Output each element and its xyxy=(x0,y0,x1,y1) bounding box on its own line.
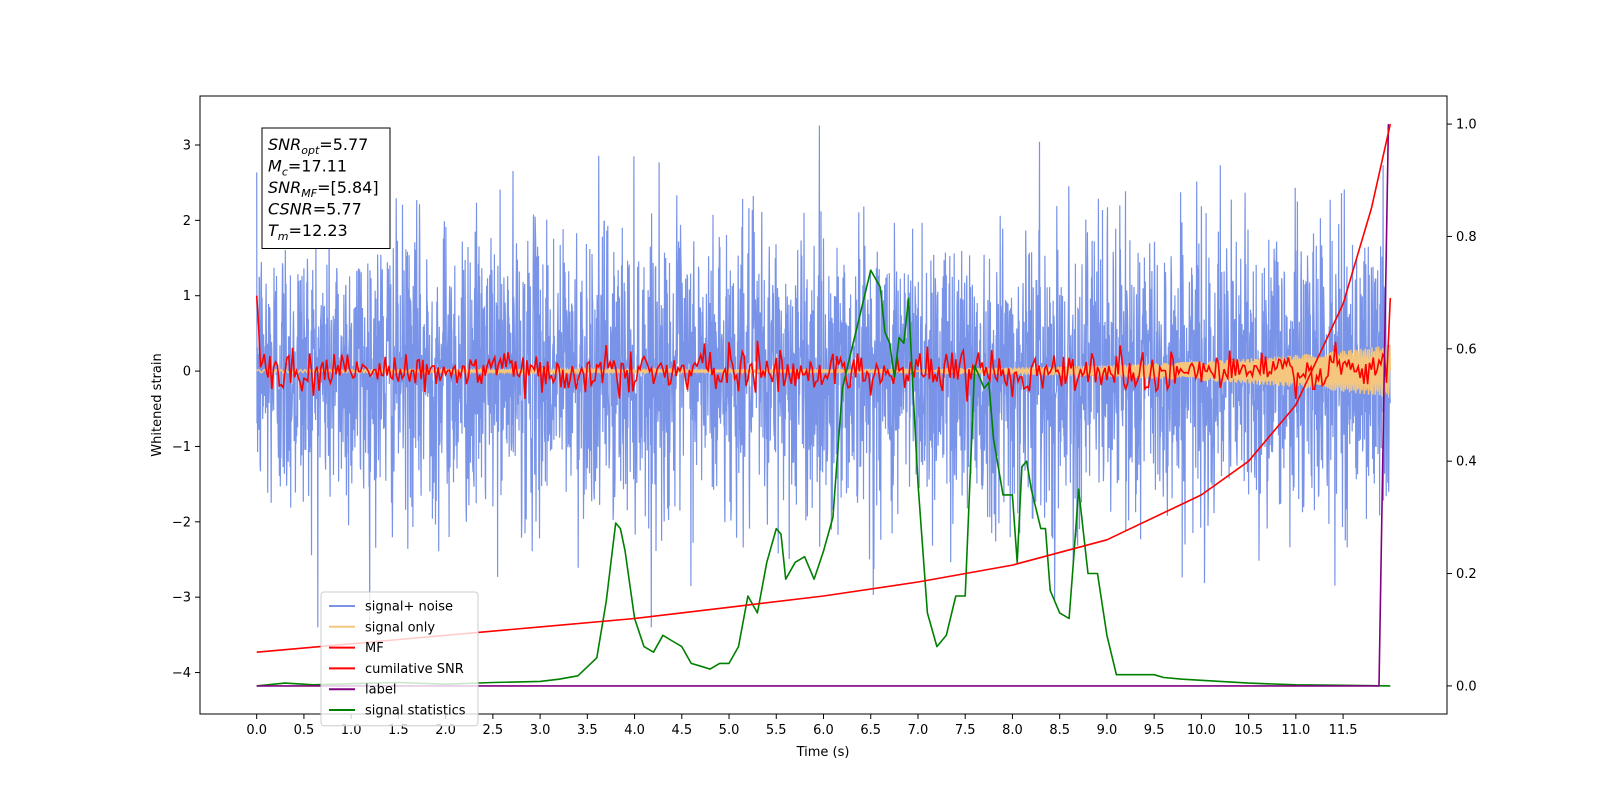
y-tick-label: 1 xyxy=(183,289,191,304)
x-axis: 0.0 0.5 1.0 1.5 2.0 2.5 3.0 3.5 4.0 4.5 5.0 5.5 6.0 6… xyxy=(246,714,1358,738)
series-layer xyxy=(255,123,1392,687)
y-tick-label: −2 xyxy=(172,515,191,530)
y2-tick-label: 0.4 xyxy=(1456,455,1477,470)
annotation-frame xyxy=(261,127,391,249)
legend-label: cumilative SNR xyxy=(365,662,464,677)
annotation-line: Mc=17.11 xyxy=(268,157,347,179)
x-tick-label: 8.0 xyxy=(1002,723,1023,738)
y2-tick-label: 1.0 xyxy=(1456,118,1477,133)
x-tick-label: 2.5 xyxy=(483,723,504,738)
x-tick-label: 6.5 xyxy=(860,723,881,738)
y-tick-label: 2 xyxy=(183,214,191,229)
y-axis-label: Whitened strain xyxy=(150,353,165,456)
legend: signal+ noise signal only MF cumilative SNR… xyxy=(320,591,479,727)
legend-label: MF xyxy=(365,641,384,656)
x-tick-label: 1.0 xyxy=(341,723,362,738)
x-tick-label: 7.0 xyxy=(908,723,929,738)
y-tick-label: −4 xyxy=(172,666,191,681)
x-tick-label: 9.0 xyxy=(1097,723,1118,738)
x-tick-label: 9.5 xyxy=(1144,723,1165,738)
x-tick-label: 5.0 xyxy=(719,723,740,738)
x-tick-label: 11.0 xyxy=(1281,723,1310,738)
y2-tick-label: 0.8 xyxy=(1456,230,1477,245)
x-tick-label: 7.5 xyxy=(955,723,976,738)
series-mf xyxy=(255,295,1392,402)
y2-tick-label: 0.0 xyxy=(1456,679,1477,694)
x-axis-label: Time (s) xyxy=(796,745,850,760)
x-tick-label: 11.5 xyxy=(1329,723,1358,738)
y2-tick-label: 0.2 xyxy=(1456,567,1477,582)
y2-tick-label: 0.6 xyxy=(1456,342,1477,357)
annotation-line: SNRMF=[5.84] xyxy=(268,178,379,200)
x-tick-label: 8.5 xyxy=(1049,723,1070,738)
x-tick-label: 4.5 xyxy=(671,723,692,738)
annotation-line: CSNR=5.77 xyxy=(268,200,362,219)
x-tick-label: 5.5 xyxy=(766,723,787,738)
series-label xyxy=(256,124,1390,687)
legend-label: signal statistics xyxy=(365,704,466,719)
x-tick-label: 3.5 xyxy=(577,723,598,738)
series-signal-statistics xyxy=(256,269,1391,687)
annotation-line: Tm=12.23 xyxy=(268,221,348,243)
y-axis-left: 3 2 1 0 −1 −2 −3 −4 xyxy=(172,138,200,681)
annotation-box: SNRopt=5.77Mc=17.11SNRMF=[5.84]CSNR=5.77… xyxy=(261,127,391,249)
series-cumulative-snr xyxy=(256,123,1392,653)
y-axis-right: 1.0 0.8 0.6 0.4 0.2 0.0 xyxy=(1447,118,1477,694)
y-tick-label: −1 xyxy=(172,440,191,455)
legend-frame xyxy=(320,591,479,727)
series-signal-only xyxy=(256,345,1392,397)
annotation-line: SNRopt=5.77 xyxy=(268,135,368,157)
legend-label: signal only xyxy=(365,620,435,635)
y-tick-label: 0 xyxy=(183,365,191,380)
y-tick-label: 3 xyxy=(183,138,191,153)
series-signal-noise xyxy=(256,125,1391,628)
x-tick-label: 4.0 xyxy=(624,723,645,738)
x-tick-label: 2.0 xyxy=(435,723,456,738)
x-tick-label: 10.0 xyxy=(1187,723,1216,738)
y-tick-label: −3 xyxy=(172,591,191,606)
x-tick-label: 6.0 xyxy=(813,723,834,738)
x-tick-label: 1.5 xyxy=(388,723,409,738)
x-tick-label: 10.5 xyxy=(1234,723,1263,738)
legend-label: label xyxy=(365,683,396,698)
legend-label: signal+ noise xyxy=(365,600,453,615)
x-tick-label: 3.0 xyxy=(530,723,551,738)
x-tick-label: 0.5 xyxy=(294,723,315,738)
x-tick-label: 0.0 xyxy=(246,723,267,738)
